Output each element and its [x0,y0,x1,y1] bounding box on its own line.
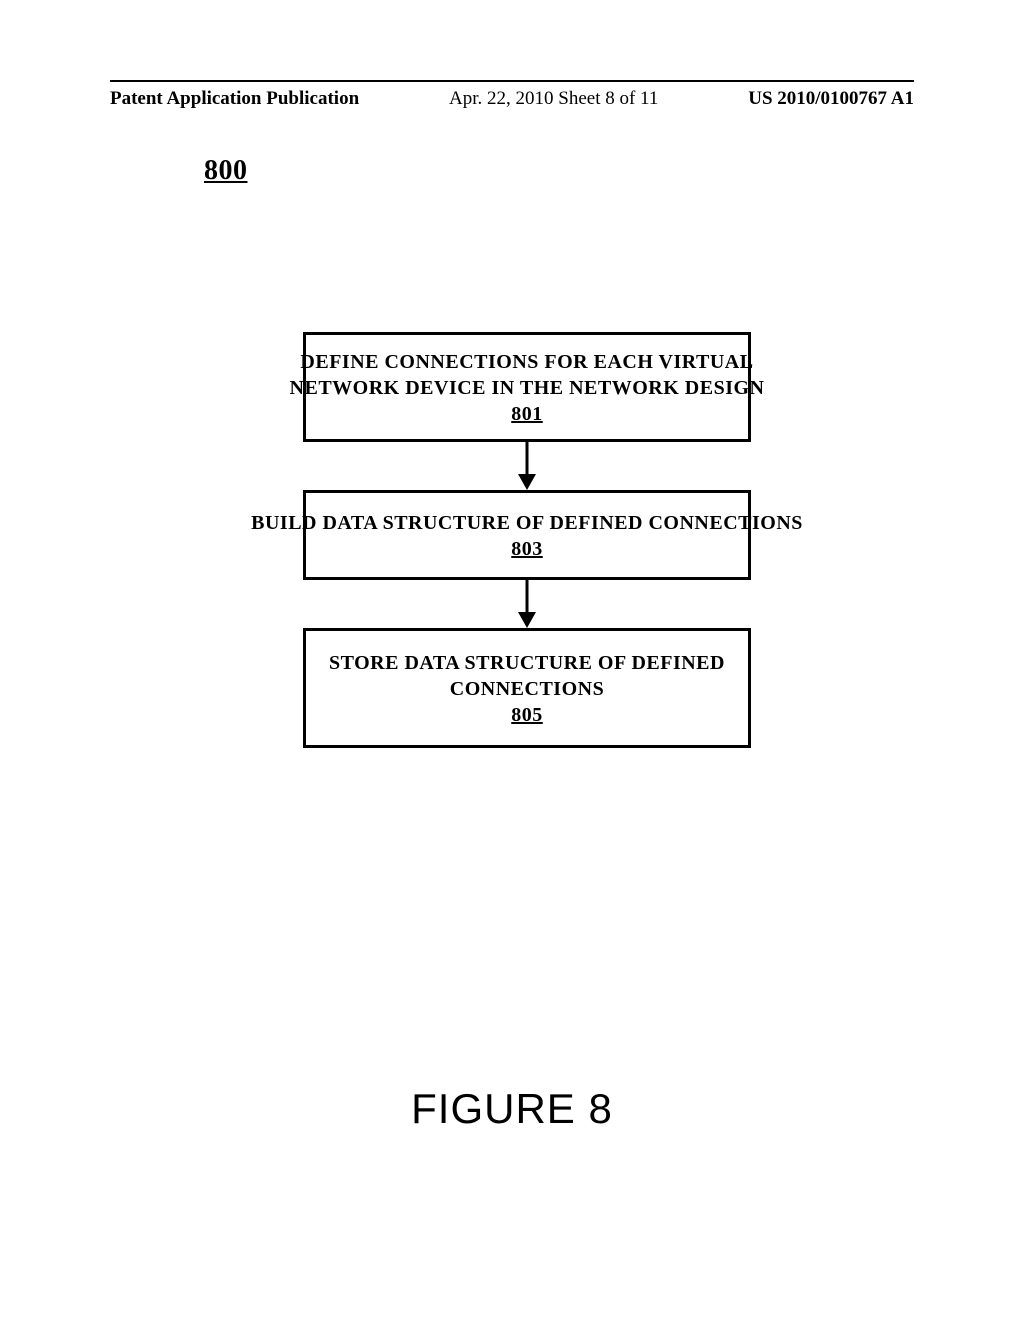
header-rule [110,80,914,82]
header-left-text: Patent Application Publication [110,88,359,110]
header-row: Patent Application Publication Apr. 22, … [0,88,1024,110]
node-reference-number: 801 [511,403,543,426]
node-reference-number: 803 [511,538,543,561]
figure-reference-number: 800 [204,155,248,187]
node-text-line: NETWORK DEVICE IN THE NETWORK DESIGN [290,375,765,401]
flowchart-node-805: STORE DATA STRUCTURE OF DEFINED CONNECTI… [303,628,751,748]
header-mid-text: Apr. 22, 2010 Sheet 8 of 11 [449,88,658,110]
node-reference-number: 805 [511,704,543,727]
flowchart-node-803: BUILD DATA STRUCTURE OF DEFINED CONNECTI… [303,490,751,580]
header-right-text: US 2010/0100767 A1 [748,88,914,110]
node-text-line: CONNECTIONS [450,676,604,702]
page-header: Patent Application Publication Apr. 22, … [0,80,1024,110]
node-text-line: DEFINE CONNECTIONS FOR EACH VIRTUAL [300,349,753,375]
flowchart-arrow [303,580,751,628]
page: Patent Application Publication Apr. 22, … [0,0,1024,1320]
node-text-line: STORE DATA STRUCTURE OF DEFINED [329,650,725,676]
flowchart: DEFINE CONNECTIONS FOR EACH VIRTUAL NETW… [303,332,751,748]
flowchart-node-801: DEFINE CONNECTIONS FOR EACH VIRTUAL NETW… [303,332,751,442]
flowchart-arrow [303,442,751,490]
node-text-line: BUILD DATA STRUCTURE OF DEFINED CONNECTI… [251,510,803,536]
figure-label: FIGURE 8 [0,1085,1024,1133]
